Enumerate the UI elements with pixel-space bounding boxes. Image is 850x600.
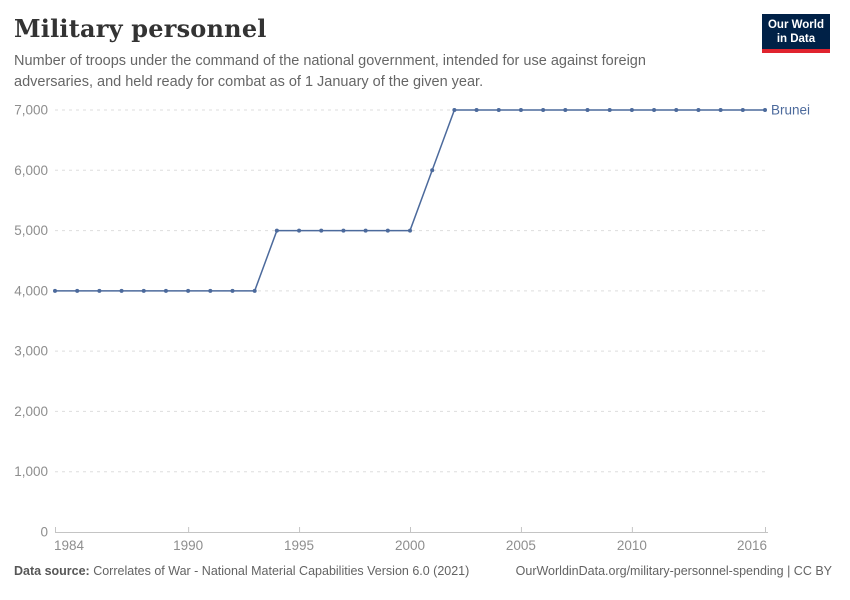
y-tick-label: 3,000 xyxy=(14,344,48,359)
y-tick-label: 0 xyxy=(40,525,48,540)
data-point[interactable] xyxy=(75,288,80,293)
data-point[interactable] xyxy=(430,168,435,173)
data-point[interactable] xyxy=(141,288,146,293)
data-point[interactable] xyxy=(341,228,346,233)
chart-title: Military personnel xyxy=(14,14,267,43)
data-point[interactable] xyxy=(541,108,546,112)
data-point[interactable] xyxy=(186,288,191,293)
data-point[interactable] xyxy=(252,288,257,293)
footer-attribution: OurWorldinData.org/military-personnel-sp… xyxy=(516,564,832,578)
data-source-text: Correlates of War - National Material Ca… xyxy=(89,564,470,578)
x-tick-label: 2005 xyxy=(506,538,536,553)
data-point[interactable] xyxy=(319,228,324,233)
y-tick-label: 2,000 xyxy=(14,404,48,419)
x-tick-label: 2010 xyxy=(617,538,647,553)
data-point[interactable] xyxy=(718,108,723,112)
data-point[interactable] xyxy=(452,108,457,112)
owid-logo-line2: in Data xyxy=(776,33,816,45)
data-point[interactable] xyxy=(230,288,235,293)
x-tick-label: 1990 xyxy=(173,538,203,553)
data-point[interactable] xyxy=(385,228,390,233)
data-point[interactable] xyxy=(674,108,679,112)
data-point[interactable] xyxy=(585,108,590,112)
data-point[interactable] xyxy=(740,108,745,112)
chart-header: Military personnel Number of troops unde… xyxy=(14,14,714,93)
data-point[interactable] xyxy=(696,108,701,112)
data-point[interactable] xyxy=(763,108,767,112)
data-point[interactable] xyxy=(363,228,368,233)
y-tick-label: 7,000 xyxy=(14,103,48,118)
owid-logo[interactable]: Our World in Data xyxy=(761,14,830,53)
data-point[interactable] xyxy=(208,288,213,293)
data-source-label: Data source: xyxy=(14,564,90,578)
data-point[interactable] xyxy=(163,288,168,293)
data-point[interactable] xyxy=(119,288,124,293)
data-point[interactable] xyxy=(408,228,412,233)
x-tick-label: 1984 xyxy=(54,538,85,553)
data-point[interactable] xyxy=(53,288,57,293)
chart-footer: Data source: Correlates of War - Nationa… xyxy=(14,564,832,578)
data-point[interactable] xyxy=(652,108,657,112)
data-point[interactable] xyxy=(607,108,612,112)
data-point[interactable] xyxy=(474,108,479,112)
data-point[interactable] xyxy=(518,108,523,112)
y-tick-label: 1,000 xyxy=(14,464,48,479)
owid-logo-line1: Our World xyxy=(767,19,824,31)
data-point[interactable] xyxy=(563,108,568,112)
series-line-brunei[interactable] xyxy=(55,109,765,292)
data-point[interactable] xyxy=(629,108,634,112)
x-tick-label: 2000 xyxy=(395,538,425,553)
data-point[interactable] xyxy=(496,108,501,112)
y-tick-label: 4,000 xyxy=(14,283,48,298)
owid-link[interactable]: OurWorldinData.org/military-personnel-sp… xyxy=(515,564,784,578)
x-tick-label: 2016 xyxy=(737,538,767,553)
data-source-note: Data source: Correlates of War - Nationa… xyxy=(14,564,469,578)
series-label-brunei[interactable]: Brunei xyxy=(771,103,810,118)
license-label: | CC BY xyxy=(783,564,832,578)
y-tick-label: 5,000 xyxy=(14,223,48,238)
data-point[interactable] xyxy=(274,228,279,233)
data-point[interactable] xyxy=(297,228,302,233)
chart-subtitle: Number of troops under the command of th… xyxy=(14,53,646,90)
y-tick-label: 6,000 xyxy=(14,163,48,178)
data-point[interactable] xyxy=(97,288,102,293)
x-tick-label: 1995 xyxy=(284,538,314,553)
